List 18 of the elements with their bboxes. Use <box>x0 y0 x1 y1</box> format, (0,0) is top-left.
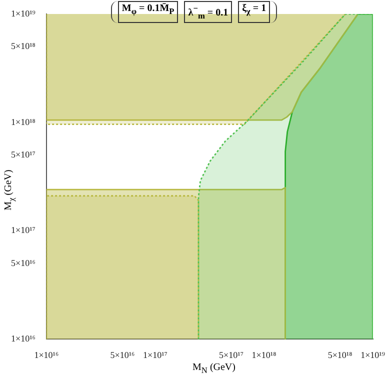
y-tick-label: 1×10¹⁸ <box>10 116 36 127</box>
annotation: M$_{φ}$ = 0.1M̄$_{P}$ <box>118 1 178 24</box>
x-tick-label: 5×10¹⁸ <box>328 350 352 360</box>
y-tick-label: 5×10¹⁸ <box>10 40 36 51</box>
x-axis-title: M$_{N}$ (GeV) <box>192 362 236 375</box>
y-tick-label: 1×10¹⁷ <box>10 225 36 236</box>
y-tick-label: 5×10¹⁶ <box>10 258 36 268</box>
annotation: λ$^{−}$$_{m}$ = 0.1 <box>184 1 232 24</box>
x-tick-label: 5×10¹⁶ <box>110 350 135 360</box>
x-tick-label: 1×10¹⁸ <box>252 350 276 360</box>
x-tick-label: 1×10¹⁶ <box>34 350 59 360</box>
x-tick-label: 1×10¹⁷ <box>142 350 168 360</box>
x-tick-label: 5×10¹⁷ <box>219 350 244 360</box>
y-tick-label: 1×10¹⁹ <box>10 8 36 18</box>
annotation: ξ$_{χ}$ = 1 <box>238 1 270 24</box>
y-tick-label: 1×10¹⁶ <box>10 334 36 344</box>
y-tick-label: 5×10¹⁷ <box>10 149 36 160</box>
x-tick-label: 1×10¹⁹ <box>360 350 386 360</box>
